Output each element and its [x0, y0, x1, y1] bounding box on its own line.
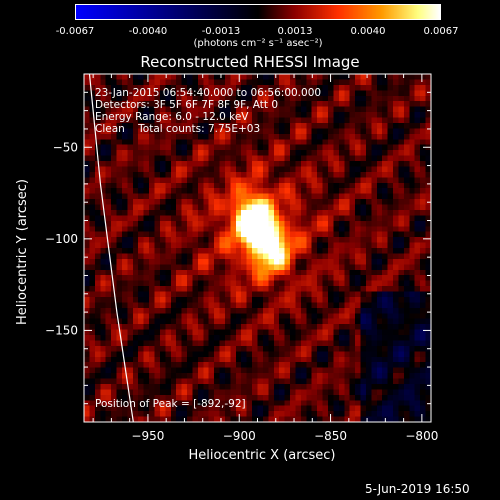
axes: −950 −900 −850 −800 −50 −100 −150 [45, 73, 438, 443]
colorbar-tick: -0.0013 [201, 26, 241, 37]
colorbar-tick: 0.0067 [423, 26, 459, 37]
colorbar-tick: 0.0013 [277, 26, 313, 37]
x-tick-label: −950 [131, 429, 164, 443]
x-axis-label: Heliocentric X (arcsec) [189, 448, 336, 463]
y-tick-label: −100 [45, 232, 78, 246]
annotation-time-range: 23-Jan-2015 06:54:40.000 to 06:56:00.000 [95, 87, 321, 99]
colorbar-gradient [76, 5, 440, 19]
colorbar-unit: (photons cm⁻² s⁻¹ asec⁻²) [193, 38, 323, 49]
x-tick-label: −850 [314, 429, 347, 443]
annotation-counts: Clean Total counts: 7.75E+03 [95, 123, 260, 135]
colorbar-tick: 0.0040 [350, 26, 386, 37]
annotation-energy-range: Energy Range: 6.0 - 12.0 keV [95, 111, 249, 123]
x-tick-label: −800 [405, 429, 438, 443]
colorbar [75, 4, 441, 20]
colorbar-tick: -0.0040 [128, 26, 168, 37]
chart-title: Reconstructed RHESSI Image [140, 53, 360, 71]
colorbar-tick: -0.0067 [55, 26, 95, 37]
y-axis-label: Heliocentric Y (arcsec) [15, 179, 30, 325]
peak-position-label: Position of Peak = [-892,-92] [95, 398, 246, 410]
y-tick-label: −150 [45, 323, 78, 337]
timestamp-footer: 5-Jun-2019 16:50 [365, 482, 470, 496]
x-tick-label: −900 [223, 429, 256, 443]
heatmap-image [84, 74, 431, 422]
solar-limb-line [88, 74, 134, 422]
y-tick-label: −50 [53, 140, 78, 154]
annotation-detectors: Detectors: 3F 5F 6F 7F 8F 9F, Att 0 [95, 99, 278, 111]
